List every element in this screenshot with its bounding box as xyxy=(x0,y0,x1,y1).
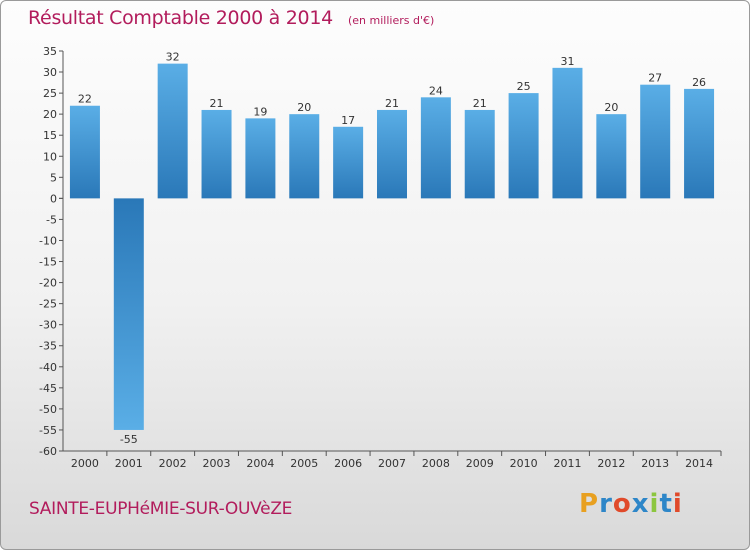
chart-title: Résultat Comptable 2000 à 2014 xyxy=(28,7,333,29)
value-label: 27 xyxy=(648,72,662,85)
logo-letter: r xyxy=(599,489,613,519)
y-tick-label: 35 xyxy=(43,45,57,58)
bar-2002 xyxy=(157,63,188,199)
y-tick-label: -40 xyxy=(39,361,57,374)
x-tick-label: 2013 xyxy=(641,457,669,470)
x-tick-label: 2003 xyxy=(203,457,231,470)
y-tick-label: 25 xyxy=(43,87,57,100)
y-tick-label: 5 xyxy=(50,171,57,184)
bar-2012 xyxy=(596,114,627,199)
bar-2004 xyxy=(245,118,276,199)
logo-letter: t xyxy=(659,489,673,519)
value-label: 24 xyxy=(429,84,443,97)
value-label: 21 xyxy=(473,97,487,110)
y-tick-label: -45 xyxy=(39,382,57,395)
bar-2014 xyxy=(684,88,715,199)
x-tick-label: 2001 xyxy=(115,457,143,470)
logo-letter: P xyxy=(579,489,600,519)
x-tick-label: 2014 xyxy=(685,457,713,470)
bar-2008 xyxy=(420,97,451,199)
bar-2005 xyxy=(289,114,320,199)
y-tick-label: 30 xyxy=(43,66,57,79)
chart-subtitle: (en milliers d'€) xyxy=(347,14,435,27)
value-label: 20 xyxy=(604,101,618,114)
bar-2007 xyxy=(377,109,407,199)
bar-2009 xyxy=(464,109,495,199)
bar-2001 xyxy=(113,198,144,430)
commune-name: SAINTE-EUPHéMIE-SUR-OUVèZE xyxy=(29,499,293,519)
y-tick-label: -20 xyxy=(39,277,57,290)
y-tick-label: -55 xyxy=(39,424,57,437)
value-label: 17 xyxy=(341,114,355,127)
x-tick-label: 2005 xyxy=(290,457,318,470)
logo-letter: i xyxy=(672,489,683,519)
y-tick-label: -15 xyxy=(39,256,57,269)
x-tick-label: 2010 xyxy=(510,457,538,470)
value-label: 32 xyxy=(166,51,180,64)
value-label: 21 xyxy=(210,97,224,110)
value-label: 20 xyxy=(297,101,311,114)
value-label: 22 xyxy=(78,93,92,106)
y-tick-label: -50 xyxy=(39,403,57,416)
x-tick-label: 2006 xyxy=(334,457,362,470)
y-tick-label: -5 xyxy=(46,213,57,226)
x-tick-label: 2008 xyxy=(422,457,450,470)
value-label: -55 xyxy=(120,433,138,446)
value-label: 25 xyxy=(517,80,531,93)
logo-letter: x xyxy=(631,489,650,519)
y-tick-label: -10 xyxy=(39,234,57,247)
bar-2006 xyxy=(333,126,364,199)
x-tick-label: 2012 xyxy=(597,457,625,470)
y-tick-label: 15 xyxy=(43,129,57,142)
bar-2000 xyxy=(69,105,100,199)
x-tick-label: 2004 xyxy=(246,457,274,470)
x-tick-label: 2011 xyxy=(553,457,581,470)
y-tick-label: 10 xyxy=(43,150,57,163)
x-tick-label: 2002 xyxy=(159,457,187,470)
value-label: 21 xyxy=(385,97,399,110)
y-tick-label: -25 xyxy=(39,298,57,311)
bar-2003 xyxy=(201,109,232,199)
x-tick-label: 2000 xyxy=(71,457,99,470)
value-label: 26 xyxy=(692,76,706,89)
chart-title-block: Résultat Comptable 2000 à 2014 (en milli… xyxy=(28,7,434,29)
bar-2013 xyxy=(640,84,671,199)
logo-letter: i xyxy=(649,489,660,519)
y-tick-label: 0 xyxy=(50,192,57,205)
logo-letter: o xyxy=(612,489,632,519)
bar-2011 xyxy=(552,67,583,199)
y-tick-label: 20 xyxy=(43,108,57,121)
x-tick-label: 2009 xyxy=(466,457,494,470)
y-tick-label: -35 xyxy=(39,340,57,353)
value-label: 19 xyxy=(253,105,267,118)
y-tick-label: -60 xyxy=(39,445,57,458)
proxiti-logo: Proxiti xyxy=(579,489,683,519)
value-label: 31 xyxy=(560,55,574,68)
bar-2010 xyxy=(508,93,539,199)
y-tick-label: -30 xyxy=(39,319,57,332)
x-tick-label: 2007 xyxy=(378,457,406,470)
